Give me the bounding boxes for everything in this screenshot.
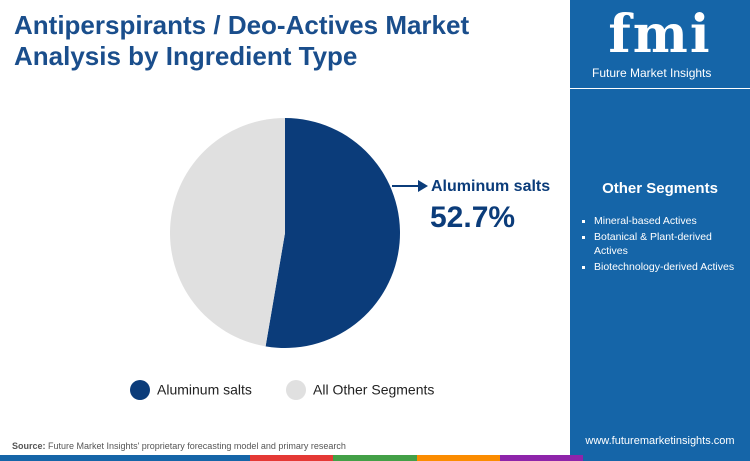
website: www.futuremarketinsights.com [585,435,735,447]
pie-slice [265,118,401,349]
side-panel: fmi Future Market Insights Other Segment… [570,0,750,455]
annotation-label: Aluminum salts [431,178,550,195]
source-label: Source: [12,441,46,451]
legend-swatch [130,380,150,400]
legend-swatch [286,380,306,400]
segment-item: Botanical & Plant-derived Actives [580,230,740,258]
logo-tagline: Future Market Insights [592,66,712,80]
segment-item: Mineral-based Actives [580,214,740,228]
segments-list: Mineral-based Actives Botanical & Plant-d… [580,214,740,276]
source-text: Future Market Insights' proprietary fore… [48,441,346,451]
chart: Aluminum salts 52.7% Aluminum salts All Oth… [130,118,550,400]
annotation-arrowhead [418,180,428,192]
logo: fmi [608,4,712,65]
source: Source: Future Market Insights' propriet… [12,441,346,451]
chart-title: Antiperspirants / Deo-Actives Market Ana… [14,10,470,71]
segments-title: Other Segments [602,180,718,197]
divider [570,88,750,89]
legend-label: Aluminum salts [157,382,252,398]
color-strip [0,455,750,461]
legend-label: All Other Segments [313,382,434,398]
pie-slice [170,118,285,347]
data-label: 52.7% [430,201,515,234]
segment-item: Biotechnology-derived Actives [580,260,740,274]
